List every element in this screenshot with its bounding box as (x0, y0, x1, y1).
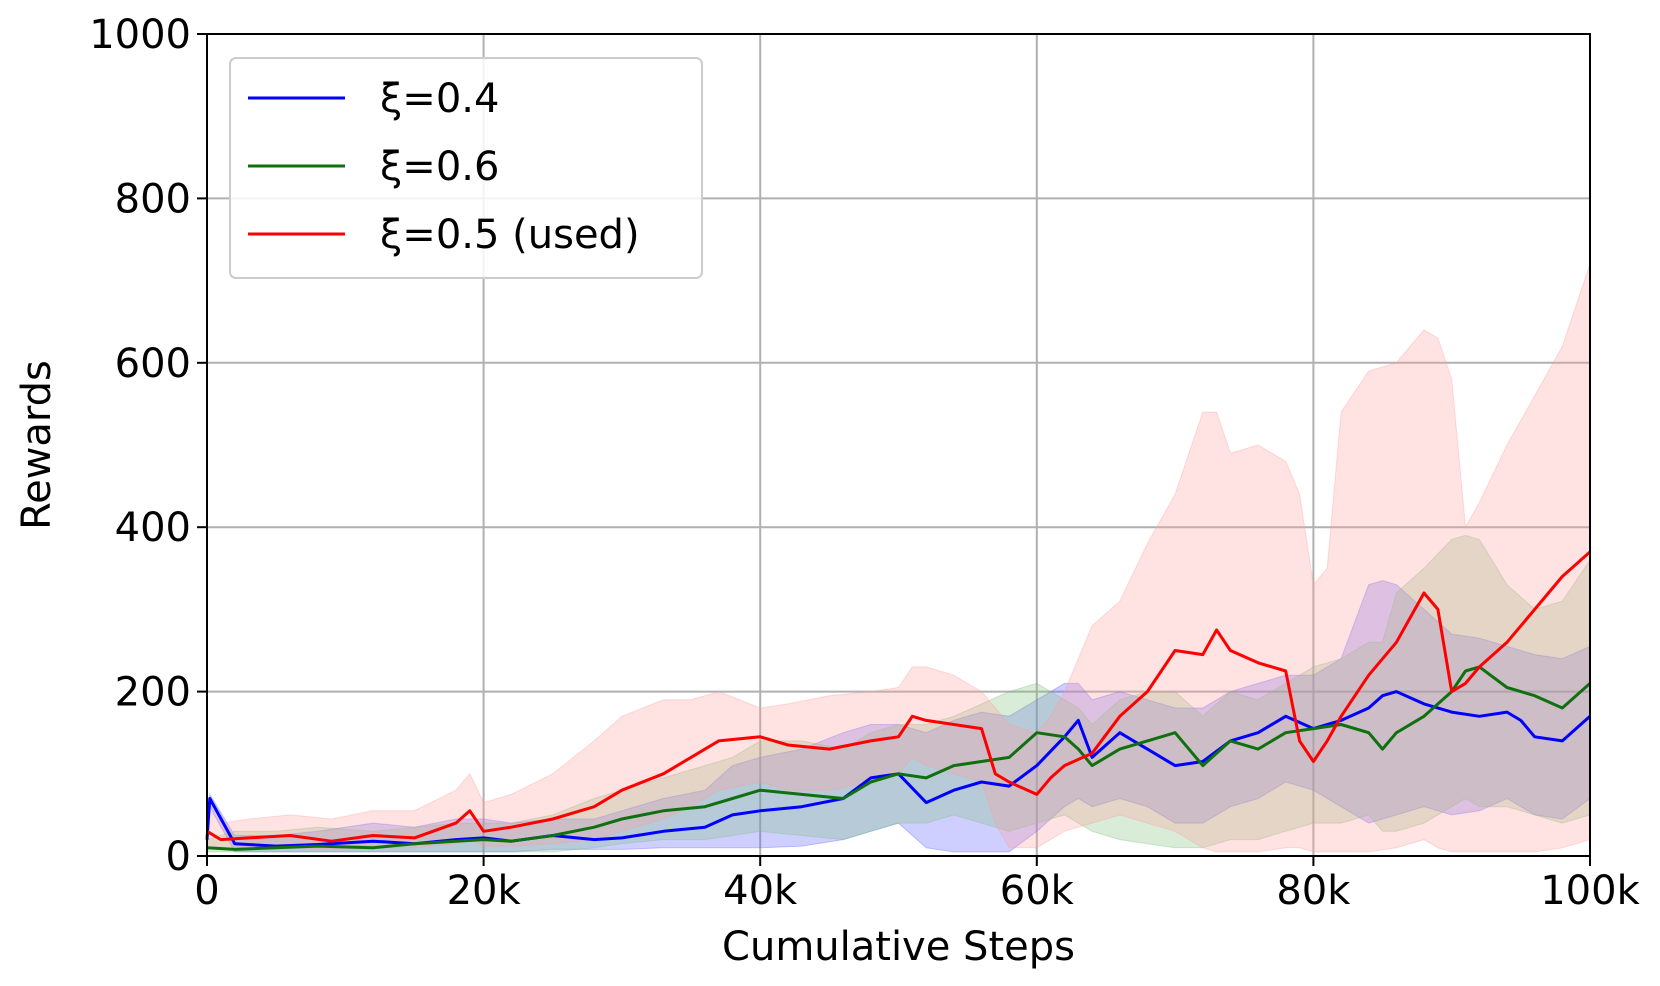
series-lines (205, 550, 1591, 851)
x-axis-label: Cumulative Steps (722, 924, 1075, 970)
legend: ξ=0.4 ξ=0.6 ξ=0.5 (used) (229, 57, 703, 279)
y-tick-label-3: 600 (115, 341, 191, 387)
plot-frame (206, 33, 1591, 857)
y-tick-label-1: 200 (115, 670, 191, 716)
line-series-1 (206, 665, 1591, 851)
legend-label-1: ξ=0.6 (380, 144, 499, 190)
legend-label-2: ξ=0.5 (used) (380, 212, 640, 258)
x-tick-label-0: 0 (194, 868, 219, 914)
line-series-2 (206, 550, 1591, 843)
y-tick-label-0: 0 (166, 834, 191, 880)
legend-box (229, 57, 703, 279)
axis-ticks: 0 20k 40k 60k 80k 100k 0 200 400 600 800 1000 (89, 12, 1640, 914)
line-series-0 (205, 690, 1591, 848)
band-series-2 (206, 264, 1591, 853)
y-tick-label-5: 1000 (89, 12, 191, 58)
legend-label-0: ξ=0.4 (380, 76, 499, 122)
x-tick-label-5: 100k (1540, 868, 1640, 914)
y-axis-label: Rewards (14, 360, 60, 530)
x-tick-label-4: 80k (1276, 868, 1351, 914)
confidence-bands (206, 264, 1591, 853)
y-tick-label-4: 800 (115, 176, 191, 222)
x-tick-label-2: 40k (723, 868, 798, 914)
y-tick-label-2: 400 (115, 505, 191, 551)
x-tick-label-3: 60k (1000, 868, 1075, 914)
x-tick-label-1: 20k (447, 868, 522, 914)
